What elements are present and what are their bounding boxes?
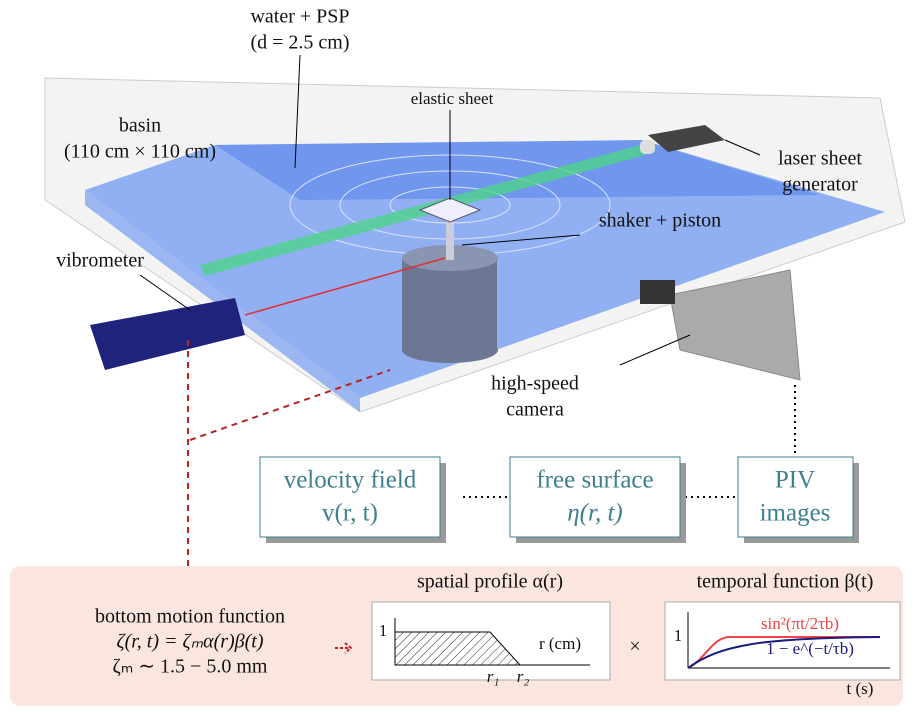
label: high-speed [491, 373, 579, 395]
label: bottom motion function [95, 606, 285, 628]
label: (d = 2.5 cm) [250, 32, 349, 54]
label: (110 cm × 110 cm) [64, 141, 216, 163]
axis-label: r (cm) [539, 634, 581, 653]
box-text: η(r, t) [567, 500, 622, 527]
tick-label: r₁ [487, 667, 500, 686]
laser-lens [640, 140, 655, 154]
box-text: velocity field [284, 467, 417, 494]
inset-title: temporal function β(t) [697, 571, 874, 593]
inset-title: spatial profile α(r) [417, 571, 563, 593]
label: ζ(r, t) = ζₘα(r)β(t) [116, 631, 263, 653]
label: laser sheet [778, 148, 862, 170]
camera-lens [640, 280, 675, 304]
shaker-bottom [402, 337, 498, 363]
axis-label: t (s) [847, 679, 874, 698]
box-text: images [760, 500, 831, 527]
label: ζₘ ∼ 1.5 − 5.0 mm [113, 656, 268, 678]
curve-label: 1 − e^(−t/τb) [766, 639, 854, 658]
shaker [402, 258, 497, 350]
box-text: PIV [775, 467, 815, 494]
tick-label: 1 [674, 626, 683, 645]
label: basin [119, 115, 161, 137]
label: camera [506, 399, 564, 421]
curve-label: sin²(πt/2τb) [761, 614, 839, 633]
vibrometer [90, 298, 245, 370]
label: elastic sheet [411, 89, 494, 108]
label: water + PSP [250, 6, 349, 28]
diagram: velocity field v(r, t) free surface η(r,… [0, 0, 913, 713]
tick-label: 1 [379, 621, 388, 640]
box-text: free surface [536, 467, 653, 494]
tick-label: r₂ [517, 667, 530, 686]
box-text: v(r, t) [322, 500, 378, 527]
label: vibrometer [56, 250, 144, 272]
label: shaker + piston [599, 210, 721, 232]
label: generator [782, 174, 858, 196]
times: × [629, 636, 640, 658]
